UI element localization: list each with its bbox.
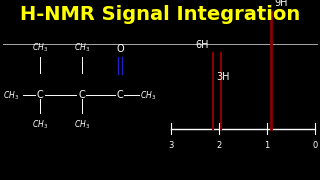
Text: $CH_3$: $CH_3$ [74, 119, 90, 131]
Text: $CH_3$: $CH_3$ [32, 119, 48, 131]
Text: 6H: 6H [196, 39, 209, 50]
Text: 3: 3 [169, 141, 174, 150]
Text: 3H: 3H [217, 72, 230, 82]
Text: 1: 1 [265, 141, 270, 150]
Text: 9H: 9H [274, 0, 288, 8]
Text: $CH_3$: $CH_3$ [32, 42, 48, 54]
Text: $CH_3$: $CH_3$ [74, 42, 90, 54]
Text: $CH_3$: $CH_3$ [3, 89, 19, 102]
Text: 0: 0 [313, 141, 318, 150]
Text: C: C [78, 90, 85, 100]
Text: C: C [116, 90, 124, 100]
Text: $CH_3$: $CH_3$ [140, 89, 156, 102]
Text: 2: 2 [217, 141, 222, 150]
Text: O: O [116, 44, 124, 54]
Text: C: C [36, 90, 44, 100]
Text: H-NMR Signal Integration: H-NMR Signal Integration [20, 5, 300, 24]
